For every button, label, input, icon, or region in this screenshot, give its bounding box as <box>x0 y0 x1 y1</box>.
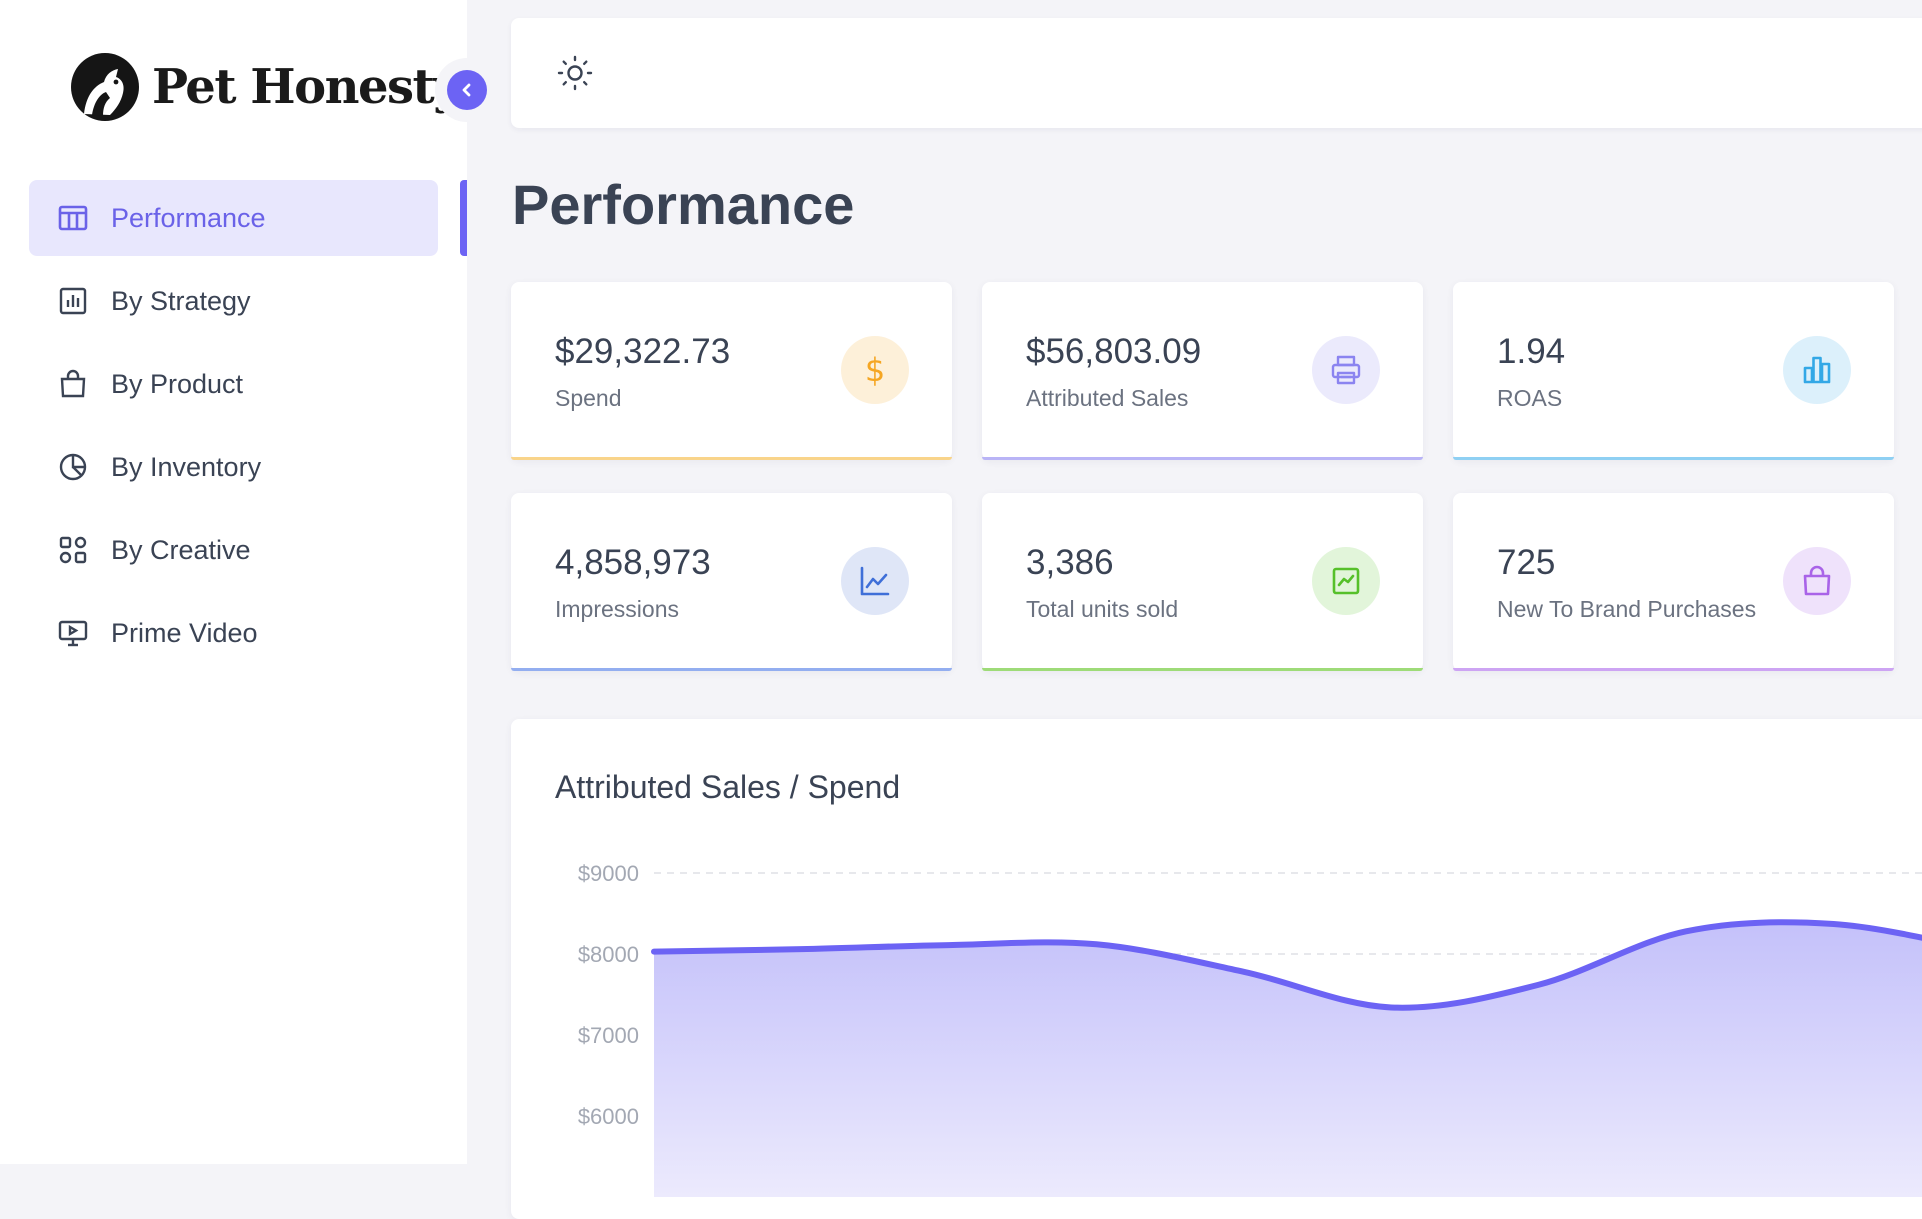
active-nav-indicator <box>460 180 467 256</box>
y-tick-label: $8000 <box>578 942 639 967</box>
area-chart: $9000 $8000 $7000 $6000 <box>578 861 1922 1197</box>
card-accent-bar <box>511 457 952 460</box>
card-accent-bar <box>982 457 1423 460</box>
metric-label: Spend <box>555 385 622 411</box>
sidebar-item-label: By Strategy <box>111 285 251 316</box>
sidebar-nav: Performance By Strategy By Product By In… <box>29 180 438 678</box>
bar-chart-icon <box>1783 336 1851 404</box>
page-title: Performance <box>512 173 855 236</box>
sidebar-collapse-wrapper <box>435 58 499 122</box>
card-accent-bar <box>1453 457 1894 460</box>
shopping-bag-icon <box>57 368 89 400</box>
metric-card-attributed-sales: $56,803.09 Attributed Sales <box>982 282 1423 460</box>
sidebar-item-label: By Creative <box>111 534 251 565</box>
sidebar-item-label: By Inventory <box>111 451 262 482</box>
sidebar-item-by-strategy[interactable]: By Strategy <box>29 263 438 339</box>
sidebar-item-performance[interactable]: Performance <box>29 180 438 256</box>
metric-card-roas: 1.94 ROAS <box>1453 282 1894 460</box>
metric-card-spend: $29,322.73 Spend $ <box>511 282 952 460</box>
bar-chart-icon <box>57 285 89 317</box>
theme-toggle-button[interactable] <box>555 53 595 93</box>
series-area <box>654 922 1922 1197</box>
columns-icon <box>57 202 89 234</box>
pet-logo-icon <box>71 53 139 121</box>
sun-icon <box>557 55 593 91</box>
series-line <box>651 919 1922 1011</box>
y-tick-label: $7000 <box>578 1023 639 1048</box>
chevron-left-icon <box>462 83 471 97</box>
line-chart-icon <box>841 547 909 615</box>
brand-name: Pet Honesty <box>152 59 461 115</box>
dollar-icon: $ <box>841 336 909 404</box>
sidebar-item-by-creative[interactable]: By Creative <box>29 512 438 588</box>
metric-value: 1.94 <box>1497 332 1566 371</box>
metric-label: Total units sold <box>1026 596 1179 622</box>
card-accent-bar <box>511 668 952 671</box>
trend-square-icon <box>1312 547 1380 615</box>
metric-card-ntb-purchases: 725 New To Brand Purchases <box>1453 493 1894 671</box>
svg-text:$: $ <box>865 352 885 388</box>
metric-label: Attributed Sales <box>1026 385 1189 411</box>
chart-title: Attributed Sales / Spend <box>555 769 901 805</box>
metric-label: ROAS <box>1497 385 1563 411</box>
y-tick-label: $9000 <box>578 861 639 886</box>
card-accent-bar <box>1453 668 1894 671</box>
metric-value: $29,322.73 <box>555 332 731 371</box>
top-bar <box>511 18 1922 128</box>
metric-value: $56,803.09 <box>1026 332 1202 371</box>
sidebar-item-by-product[interactable]: By Product <box>29 346 438 422</box>
sidebar-item-prime-video[interactable]: Prime Video <box>29 595 438 671</box>
metric-value: 4,858,973 <box>555 543 711 582</box>
y-tick-label: $6000 <box>578 1104 639 1129</box>
sidebar-collapse-button[interactable] <box>447 70 487 110</box>
chart-card: Attributed Sales / Spend $9000 $8000 $7000… <box>511 719 1922 1219</box>
sidebar-item-label: Prime Video <box>111 617 258 648</box>
pie-chart-icon <box>57 451 89 483</box>
sidebar-item-by-inventory[interactable]: By Inventory <box>29 429 438 505</box>
metric-value: 3,386 <box>1026 543 1114 582</box>
printer-icon <box>1312 336 1380 404</box>
grid-icon <box>57 534 89 566</box>
sidebar-item-label: Performance <box>111 202 266 233</box>
metric-card-impressions: 4,858,973 Impressions <box>511 493 952 671</box>
metric-value: 725 <box>1497 543 1556 582</box>
presentation-icon <box>57 617 89 649</box>
metric-label: Impressions <box>555 596 679 622</box>
sidebar-item-label: By Product <box>111 368 244 399</box>
sidebar: Pet Honesty Performance By Strategy By P… <box>0 0 467 1164</box>
card-accent-bar <box>982 668 1423 671</box>
shopping-bag-icon <box>1783 547 1851 615</box>
metric-label: New To Brand Purchases <box>1497 596 1757 622</box>
brand-logo[interactable]: Pet Honesty <box>70 52 461 122</box>
metric-card-units-sold: 3,386 Total units sold <box>982 493 1423 671</box>
